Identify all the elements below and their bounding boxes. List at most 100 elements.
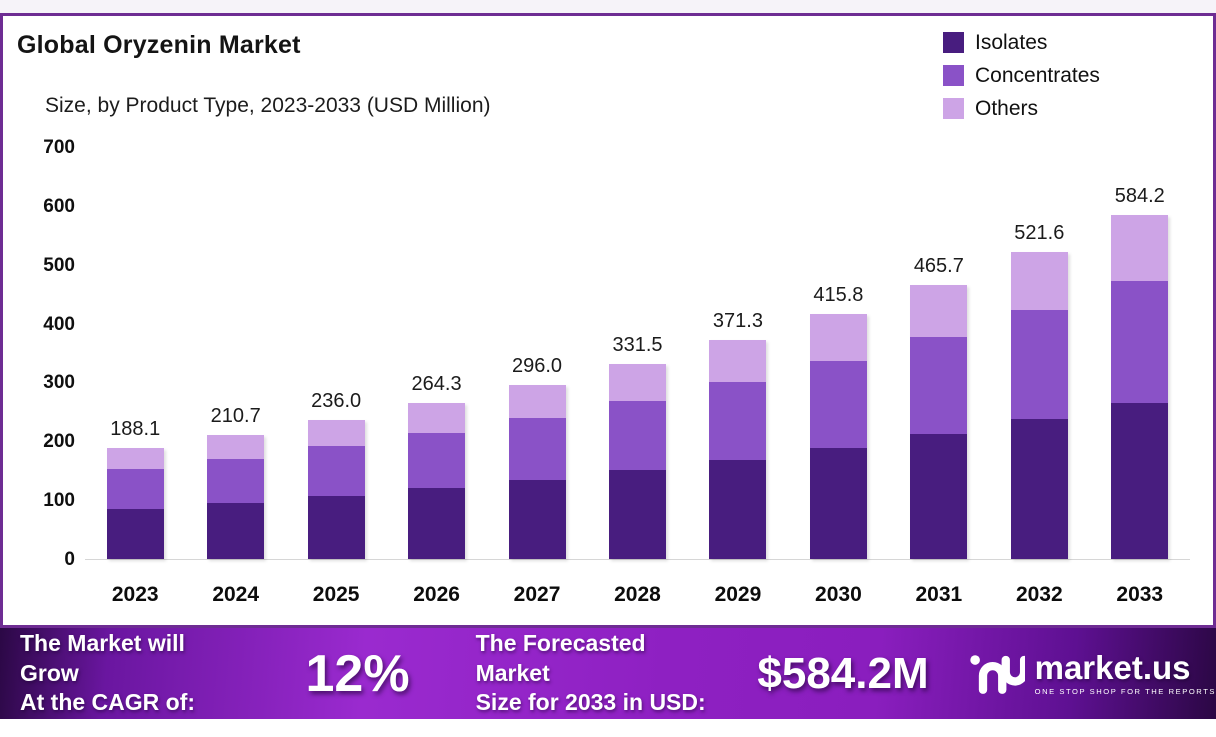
bar-segment-others <box>106 448 164 470</box>
stacked-bar-2032 <box>1010 252 1068 559</box>
bar-segment-isolates <box>106 508 164 559</box>
bar-segment-isolates <box>809 447 867 559</box>
chart-subtitle: Size, by Product Type, 2023-2033 (USD Mi… <box>45 94 491 117</box>
bar-group-2026: 264.3 <box>386 148 486 559</box>
bar-value-label: 264.3 <box>411 373 462 396</box>
forecast-label-line2: Size for 2033 in USD: <box>475 689 706 716</box>
x-tick-label: 2032 <box>1015 583 1063 606</box>
marketus-logo: market.us ONE STOP SHOP FOR THE REPORTS <box>969 651 1216 697</box>
legend-label: Isolates <box>975 30 1048 54</box>
bar-group-2030: 415.8 <box>788 148 888 559</box>
top-margin-strip <box>0 0 1216 13</box>
x-tick-label: 2026 <box>413 583 460 606</box>
bar-value-label: 584.2 <box>1114 185 1165 208</box>
bar-segment-others <box>809 314 867 361</box>
legend-swatch-icon <box>943 65 964 86</box>
x-tick-label: 2031 <box>915 583 963 606</box>
y-tick-label: 100 <box>43 490 75 512</box>
bar-segment-others <box>910 284 968 338</box>
bar-segment-others <box>709 340 767 383</box>
y-axis-ticks: 700 600 500 400 300 200 100 0 <box>3 16 75 631</box>
x-tick-label: 2024 <box>212 583 260 606</box>
y-tick-label: 400 <box>43 313 75 335</box>
x-tick-label: 2023 <box>111 583 159 606</box>
bar-segment-others <box>207 435 265 459</box>
stacked-bar-2033 <box>1111 215 1169 559</box>
legend-item-isolates: Isolates <box>943 26 1100 59</box>
x-tick-label: 2027 <box>513 583 561 606</box>
x-tick-label: 2030 <box>815 583 862 606</box>
bar-segment-concentrates <box>508 417 566 480</box>
bar-group-2023: 188.1 <box>85 148 185 559</box>
bar-value-label: 331.5 <box>612 333 663 356</box>
bar-segment-isolates <box>508 479 566 559</box>
bar-group-2025: 236.0 <box>286 148 386 559</box>
logo-name: market.us <box>1034 649 1191 686</box>
legend-label: Others <box>975 96 1039 120</box>
cagr-value: 12% <box>305 644 410 703</box>
y-tick-label: 0 <box>64 549 75 570</box>
bar-segment-others <box>608 363 666 401</box>
logo-text: market.us ONE STOP SHOP FOR THE REPORTS <box>1035 651 1216 696</box>
x-tick-label: 2033 <box>1116 583 1164 606</box>
y-tick-label: 300 <box>43 372 75 394</box>
bar-value-label: 236.0 <box>311 390 362 413</box>
stacked-bar-2024 <box>207 435 265 559</box>
bar-segment-concentrates <box>608 400 666 471</box>
bar-segment-concentrates <box>307 446 365 496</box>
bar-value-label: 465.7 <box>913 254 964 277</box>
x-tick-label: 2025 <box>312 583 360 606</box>
stacked-bar-2030 <box>809 314 867 559</box>
x-tick-label: 2028 <box>614 583 661 606</box>
bar-segment-concentrates <box>408 433 466 489</box>
marketus-logo-icon <box>969 654 1025 694</box>
bar-group-2028: 331.5 <box>587 148 687 559</box>
bar-group-2032: 521.6 <box>989 148 1089 559</box>
legend-swatch-icon <box>943 32 964 53</box>
bar-value-label: 296.0 <box>512 354 563 377</box>
legend: Isolates Concentrates Others <box>943 26 1100 125</box>
bar-segment-isolates <box>608 470 666 559</box>
stacked-bar-2026 <box>408 403 466 559</box>
logo-tagline: ONE STOP SHOP FOR THE REPORTS <box>1034 687 1216 696</box>
bar-group-2027: 296.0 <box>487 148 587 559</box>
bar-segment-others <box>1111 215 1169 281</box>
bar-group-2029: 371.3 <box>688 148 788 559</box>
forecast-value: $584.2M <box>757 648 929 698</box>
bar-segment-others <box>307 420 365 447</box>
forecast-label-line1: The Forecasted Market <box>475 630 646 686</box>
bar-segment-isolates <box>1111 402 1169 559</box>
chart-title: Global Oryzenin Market <box>17 31 301 59</box>
bar-value-label: 371.3 <box>712 310 763 333</box>
bottom-margin-strip <box>0 719 1216 737</box>
stacked-bar-2031 <box>910 284 968 559</box>
plot-area: 188.1 210.7 236.0 264.3 296.0 331.5 371.3 415.8… <box>85 148 1190 560</box>
bar-segment-isolates <box>207 502 265 559</box>
forecast-label: The Forecasted Market Size for 2033 in U… <box>476 629 724 717</box>
cagr-label-line1: The Market will Grow <box>20 630 185 686</box>
bar-value-label: 415.8 <box>813 284 864 307</box>
bar-group-2033: 584.2 <box>1090 148 1190 559</box>
bar-segment-others <box>408 403 466 433</box>
bar-segment-isolates <box>1010 419 1068 559</box>
bar-segment-concentrates <box>1010 310 1068 420</box>
stacked-bar-2025 <box>307 420 365 559</box>
legend-label: Concentrates <box>975 63 1100 87</box>
legend-item-concentrates: Concentrates <box>943 59 1100 92</box>
bar-value-label: 210.7 <box>210 405 261 428</box>
bar-group-2031: 465.7 <box>889 148 989 559</box>
bar-segment-concentrates <box>207 458 265 503</box>
stacked-bar-2028 <box>608 363 666 559</box>
bar-segment-isolates <box>408 488 466 559</box>
bar-group-2024: 210.7 <box>185 148 285 559</box>
x-tick-label: 2029 <box>714 583 762 606</box>
bar-segment-concentrates <box>910 337 968 435</box>
bar-segment-concentrates <box>1111 280 1169 403</box>
cagr-label: The Market will Grow At the CAGR of: <box>20 629 248 717</box>
legend-item-others: Others <box>943 92 1100 125</box>
y-tick-label: 600 <box>43 195 75 217</box>
bottom-banner: The Market will Grow At the CAGR of: 12%… <box>0 628 1216 719</box>
stacked-bar-2029 <box>709 340 767 559</box>
bar-segment-concentrates <box>106 469 164 509</box>
legend-swatch-icon <box>943 98 964 119</box>
